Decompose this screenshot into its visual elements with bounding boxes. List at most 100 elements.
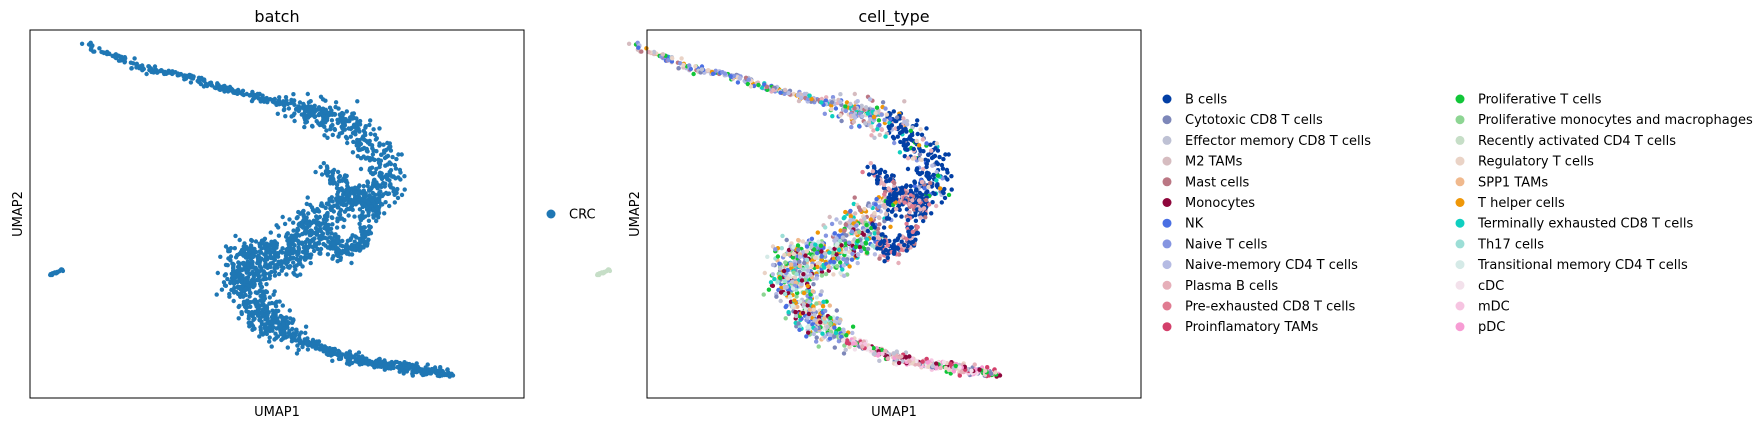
data-point <box>312 103 317 109</box>
data-point <box>275 316 280 321</box>
legend-marker <box>1455 218 1465 228</box>
data-point <box>924 141 929 146</box>
data-point <box>900 359 905 364</box>
data-point <box>834 236 839 241</box>
data-point <box>896 203 902 208</box>
data-point <box>284 256 289 261</box>
data-point <box>336 211 342 217</box>
data-point <box>240 252 245 257</box>
data-point <box>312 241 318 246</box>
data-point <box>877 358 882 363</box>
data-point <box>871 128 876 133</box>
data-point <box>773 247 778 252</box>
data-point <box>944 167 950 173</box>
data-point <box>899 354 904 359</box>
data-point <box>325 252 331 257</box>
data-point <box>382 211 387 216</box>
data-point <box>357 236 362 242</box>
data-point <box>243 279 248 284</box>
legend-marker <box>1455 135 1465 145</box>
data-point <box>919 179 925 185</box>
data-point <box>377 141 382 146</box>
data-point <box>943 152 948 157</box>
data-point <box>735 80 741 85</box>
data-point <box>787 252 792 257</box>
data-point <box>737 75 743 81</box>
data-point <box>823 271 829 277</box>
data-point <box>910 203 915 209</box>
data-point <box>316 105 322 110</box>
data-point <box>357 248 362 253</box>
data-point <box>844 233 849 238</box>
data-point <box>266 242 271 247</box>
data-point <box>784 237 789 243</box>
data-point <box>310 124 315 129</box>
data-point <box>865 164 870 170</box>
data-point <box>859 103 864 109</box>
data-point <box>879 112 884 117</box>
data-point <box>907 234 912 239</box>
data-point <box>204 83 210 89</box>
data-point <box>812 312 817 318</box>
data-point <box>852 347 858 352</box>
data-point <box>806 96 811 102</box>
data-point <box>305 91 310 97</box>
data-point <box>387 365 392 370</box>
data-point <box>140 63 145 68</box>
data-point <box>59 267 64 272</box>
data-point <box>930 163 935 168</box>
legend-marker <box>1455 198 1465 207</box>
data-point <box>939 162 945 168</box>
data-point <box>269 239 274 244</box>
data-point <box>935 173 941 178</box>
data-point <box>297 259 302 264</box>
data-point <box>236 316 241 321</box>
data-point <box>841 216 846 221</box>
legend-item: Plasma B cells <box>1162 279 1278 294</box>
data-point <box>784 303 789 309</box>
data-point <box>926 152 931 157</box>
data-point <box>258 283 263 289</box>
data-point <box>883 348 888 354</box>
data-point <box>882 117 887 123</box>
data-point <box>832 231 837 236</box>
data-point <box>379 176 385 182</box>
data-point <box>354 116 359 121</box>
data-point <box>219 287 225 292</box>
legend-label: Monocytes <box>1185 196 1255 211</box>
data-point <box>881 182 887 187</box>
data-point <box>296 209 301 215</box>
data-point <box>377 173 382 178</box>
data-point <box>866 172 872 177</box>
data-point <box>858 207 863 213</box>
data-point <box>786 90 791 96</box>
data-point <box>809 236 815 241</box>
data-point <box>910 132 915 138</box>
data-point <box>778 266 783 271</box>
data-point <box>163 71 169 77</box>
data-point <box>166 68 171 74</box>
data-point <box>377 356 382 362</box>
data-point <box>344 242 349 247</box>
data-point <box>811 331 816 337</box>
data-point <box>854 223 859 228</box>
data-point <box>104 49 110 55</box>
data-point <box>774 294 779 299</box>
data-point <box>355 119 360 125</box>
data-point <box>745 81 751 87</box>
data-point <box>346 187 351 192</box>
data-point <box>842 228 847 233</box>
data-point <box>785 267 790 273</box>
legend-label: CRC <box>569 208 596 223</box>
data-point <box>260 307 266 312</box>
legend-item: Pre-exhausted CD8 T cells <box>1162 300 1355 315</box>
data-point <box>321 117 326 122</box>
data-point <box>250 327 255 332</box>
data-point <box>834 252 839 257</box>
legend-label: M2 TAMs <box>1185 155 1243 170</box>
data-point <box>273 304 279 309</box>
data-point <box>264 331 269 337</box>
data-point <box>908 225 914 230</box>
data-point <box>265 247 270 252</box>
data-point <box>337 215 343 221</box>
